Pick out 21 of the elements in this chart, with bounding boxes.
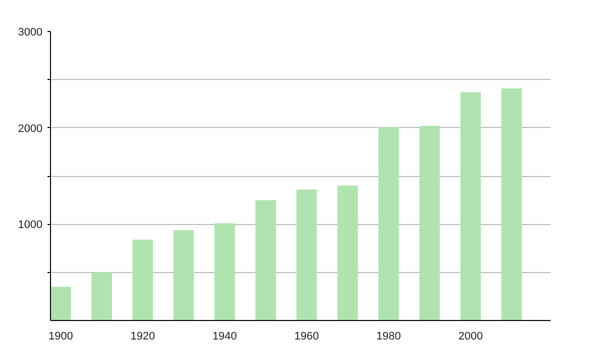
bar [91,272,112,320]
bar [378,126,399,320]
x-tick-label: 2000 [458,330,483,342]
y-tick-label: 1000 [18,219,43,232]
bar [214,223,235,320]
bar [255,200,276,320]
bar [337,186,358,320]
bar [50,286,71,320]
bar [501,88,522,320]
x-tick-label: 1920 [130,330,155,342]
x-tick-label: 1900 [48,330,73,342]
bar [173,230,194,320]
x-tick-label: 1980 [376,330,401,342]
bar [460,92,481,320]
x-tick-label: 1960 [294,330,319,342]
x-tick-label: 1940 [212,330,237,342]
y-tick-label: 3000 [18,26,43,38]
bar [296,189,317,320]
y-tick-label: 2000 [18,122,43,135]
bar [132,240,153,320]
bar [419,126,440,320]
